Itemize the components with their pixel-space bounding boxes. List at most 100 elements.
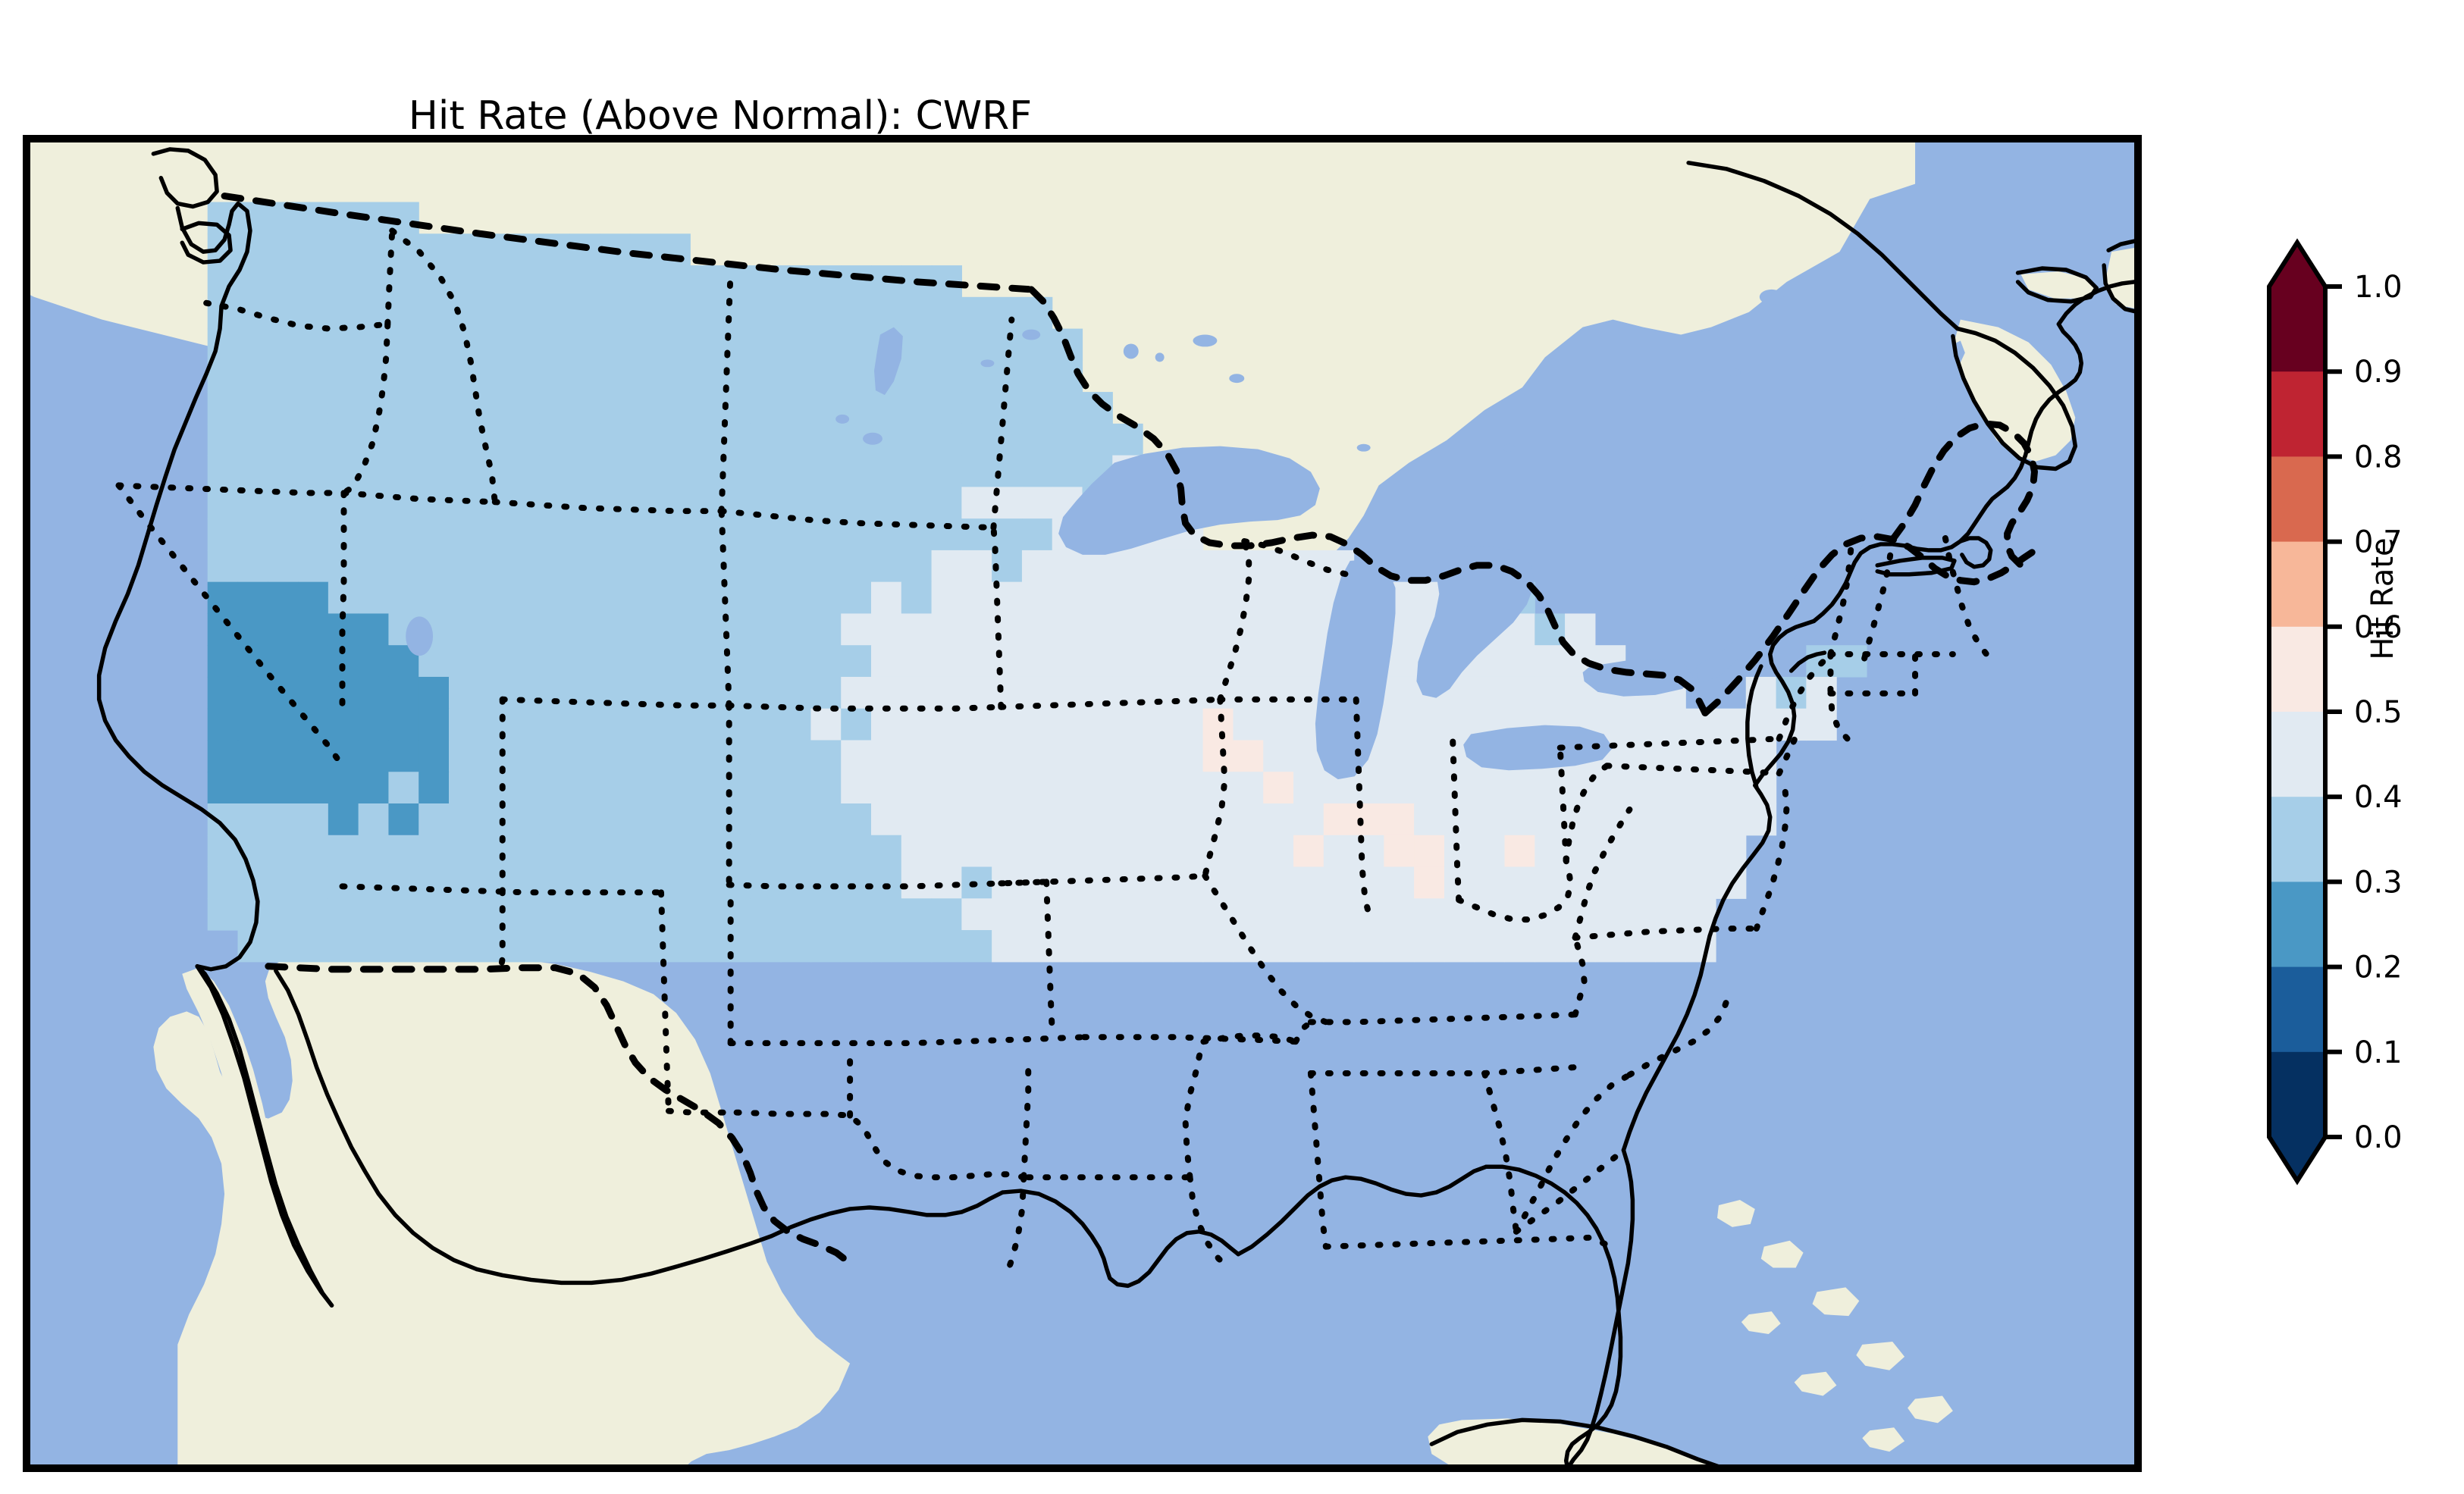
- data-cell: [690, 328, 721, 361]
- data-cell: [1112, 772, 1143, 804]
- data-cell: [237, 518, 268, 551]
- data-cell: [810, 550, 842, 583]
- data-cell: [539, 518, 570, 551]
- data-cell: [419, 455, 450, 487]
- data-cell: [1233, 803, 1264, 836]
- data-cell: [871, 676, 902, 709]
- colorbar-ticks: 1.0 0.9 0.8 0.7 0.6 0.5 0.4 0.3 0.2 0.1 0.0: [2325, 270, 2403, 1155]
- data-cell: [810, 645, 842, 678]
- border-in-oh: [1450, 738, 1462, 904]
- colorbar-tick-label: 0.2: [2354, 951, 2403, 985]
- data-cell: [1202, 645, 1234, 678]
- data-cell: [1685, 740, 1716, 772]
- data-cell: [237, 550, 268, 583]
- data-cell: [871, 930, 902, 963]
- data-cell: [750, 803, 782, 836]
- data-cell: [871, 613, 902, 646]
- data-cell: [1293, 581, 1324, 615]
- data-cell: [1082, 835, 1113, 868]
- data-cell: [1535, 645, 1566, 678]
- data-cell: [750, 676, 782, 709]
- data-cell: [750, 613, 782, 646]
- data-cell: [1474, 803, 1506, 836]
- data-cell: [539, 233, 570, 266]
- data-cell: [1172, 708, 1204, 741]
- data-cell: [1112, 423, 1143, 456]
- data-cell: [931, 772, 962, 804]
- data-cell: [1293, 613, 1324, 646]
- data-cell: [931, 392, 962, 424]
- data-cell: [901, 550, 933, 583]
- data-cell: [1052, 708, 1083, 741]
- data-cell: [690, 740, 721, 772]
- data-cell: [1293, 866, 1324, 899]
- data-cell: [931, 835, 962, 868]
- data-cell: [1685, 835, 1716, 868]
- data-cell: [1052, 613, 1083, 646]
- data-cell: [298, 835, 329, 868]
- data-cell: [328, 866, 359, 899]
- data-cell: [328, 772, 359, 804]
- data-cell: [1625, 866, 1657, 899]
- baja-peninsula: [182, 967, 333, 1312]
- data-cell: [1172, 645, 1204, 678]
- data-cell: [931, 296, 962, 330]
- data-cell: [1685, 772, 1716, 804]
- data-cell: [1444, 708, 1475, 741]
- data-cell: [478, 296, 510, 330]
- data-cell: [1384, 676, 1415, 709]
- national-border-layer: [221, 193, 2039, 1267]
- border-wy-co: [499, 696, 732, 709]
- data-cell: [992, 740, 1023, 772]
- data-cell: [810, 772, 842, 804]
- data-cell: [1263, 676, 1294, 709]
- data-cell: [1474, 676, 1506, 709]
- colorbar[interactable]: 1.0 0.9 0.8 0.7 0.6 0.5 0.4 0.3 0.2 0.1 0.0: [2267, 238, 2403, 1185]
- data-cell: [841, 645, 872, 678]
- data-cell: [961, 613, 992, 646]
- colorbar-band: [2269, 371, 2325, 457]
- data-cell: [750, 360, 782, 393]
- data-cell: [629, 487, 661, 519]
- data-cell: [1143, 645, 1174, 678]
- data-cell: [629, 455, 661, 487]
- data-cell: [449, 930, 480, 963]
- data-cell: [660, 835, 691, 868]
- data-cell: [358, 930, 390, 963]
- chart-title-line1: Hit Rate (Above Normal): CWRF: [408, 93, 1033, 139]
- data-cell: [268, 866, 299, 899]
- data-cell: [961, 708, 992, 741]
- data-cell: [810, 265, 842, 298]
- data-cell: [992, 645, 1023, 678]
- data-cell: [569, 708, 600, 741]
- data-cell: [449, 645, 480, 678]
- border-or-id: [340, 321, 391, 496]
- data-cell: [690, 518, 721, 551]
- border-id-mt: [389, 227, 498, 506]
- data-cell: [569, 581, 600, 615]
- data-cell: [268, 518, 299, 551]
- data-cell: [449, 772, 480, 804]
- data-cell: [901, 645, 933, 678]
- data-cell: [660, 708, 691, 741]
- data-cell: [509, 708, 540, 741]
- data-cell: [871, 455, 902, 487]
- data-cell: [1685, 708, 1716, 741]
- data-cell: [1172, 581, 1204, 615]
- data-cell: [660, 328, 691, 361]
- data-cell: [298, 328, 329, 361]
- lake-huron: [1416, 545, 1535, 698]
- data-cell: [419, 803, 450, 836]
- data-cell: [478, 645, 510, 678]
- data-cell: [1052, 392, 1083, 424]
- hit-rate-data-grid: [207, 202, 1867, 963]
- colorbar-svg[interactable]: 1.0 0.9 0.8 0.7 0.6 0.5 0.4 0.3 0.2 0.1 0.0: [2267, 238, 2451, 1189]
- data-cell: [750, 898, 782, 931]
- data-cell: [629, 645, 661, 678]
- border-ky-tn: [1307, 1011, 1578, 1026]
- data-cell: [1233, 930, 1264, 963]
- data-cell: [629, 233, 661, 266]
- data-cell: [1625, 708, 1657, 741]
- data-cell: [1143, 740, 1174, 772]
- data-cell: [931, 423, 962, 456]
